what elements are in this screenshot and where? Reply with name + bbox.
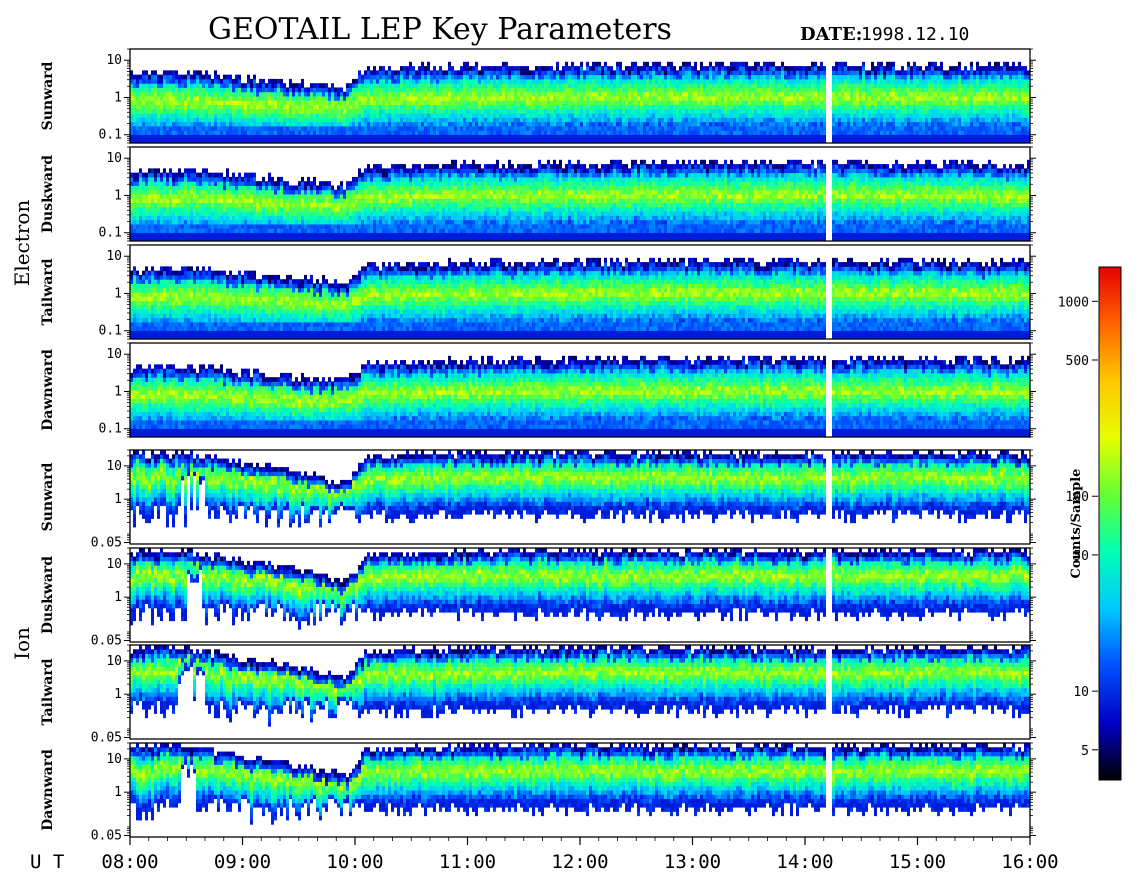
y-tick-label: 0.1 bbox=[99, 226, 122, 241]
colorbar-tick-label: 100 bbox=[1066, 490, 1089, 505]
y-tick-label: 1 bbox=[114, 687, 122, 702]
x-tick-label: 08:00 bbox=[101, 851, 158, 873]
colorbar-tick-label: 10 bbox=[1073, 685, 1089, 700]
colorbar-tick-label: 1000 bbox=[1058, 295, 1089, 310]
panel-electron-duskward: 10 1 0.1 Duskward bbox=[40, 146, 1036, 242]
colorbar-label: Counts/Sample bbox=[1069, 469, 1084, 579]
y-tick-label: 0.1 bbox=[99, 422, 122, 437]
x-tick-label: 16:00 bbox=[1001, 851, 1058, 873]
y-tick-label: 1 bbox=[114, 590, 122, 605]
x-tick-label: 10:00 bbox=[326, 851, 383, 873]
chart-title: GEOTAIL LEP Key Parameters bbox=[208, 12, 672, 47]
y-tick-label: 0.05 bbox=[91, 535, 122, 550]
panel-ion-dawnward: 10 1 0.05 Dawnward bbox=[40, 742, 1036, 843]
x-axis: U T 08:00 09:00 10:00 11:00 12:00 13:00 14:00 15… bbox=[30, 837, 1059, 873]
y-tick-label: 1 bbox=[114, 492, 122, 507]
panel-ion-sunward: 10 1 0.05 Sunward bbox=[40, 449, 1036, 550]
panel-ion-duskward: 10 1 0.05 Duskward bbox=[40, 547, 1036, 648]
panel-direction-label: Duskward bbox=[40, 155, 56, 233]
y-tick-label: 0.1 bbox=[99, 128, 122, 143]
x-tick-label: 09:00 bbox=[214, 851, 271, 873]
panel-electron-dawnward: 10 1 0.1 Dawnward bbox=[40, 342, 1036, 438]
x-tick-label: 12:00 bbox=[551, 851, 608, 873]
y-tick-label: 0.1 bbox=[99, 324, 122, 339]
species-label: Ion bbox=[10, 627, 34, 660]
date-label: DATE: bbox=[800, 24, 862, 45]
y-tick-label: 1 bbox=[114, 188, 122, 203]
y-tick-label: 0.05 bbox=[91, 730, 122, 745]
y-tick-label: 1 bbox=[114, 384, 122, 399]
panel-electron-sunward: 10 1 0.1 Sunward bbox=[40, 48, 1036, 144]
panel-direction-label: Sunward bbox=[40, 61, 56, 130]
y-tick-label: 10 bbox=[106, 249, 122, 264]
x-tick-label: 11:00 bbox=[439, 851, 496, 873]
panel-direction-label: Dawnward bbox=[40, 349, 56, 431]
colorbar-tick-label: 500 bbox=[1066, 354, 1089, 369]
colorbar-gradient bbox=[1098, 266, 1122, 781]
colorbar: 1000 500 100 50 10 5 Counts/Sample bbox=[1058, 266, 1122, 781]
panel-direction-label: Sunward bbox=[40, 462, 56, 531]
y-tick-label: 0.05 bbox=[91, 828, 122, 843]
date-value: 1998.12.10 bbox=[861, 24, 969, 45]
x-tick-label: 14:00 bbox=[776, 851, 833, 873]
y-tick-label: 1 bbox=[114, 286, 122, 301]
colorbar-tick-label: 5 bbox=[1081, 744, 1089, 759]
species-label: Electron bbox=[10, 200, 34, 287]
panel-group: 10 1 0.1 Sunward 10 1 0.1 Duskward 10 1 0.1 Tailwar… bbox=[10, 48, 1036, 843]
y-tick-label: 10 bbox=[106, 752, 122, 767]
y-tick-label: 10 bbox=[106, 459, 122, 474]
panel-electron-tailward: 10 1 0.1 Tailward bbox=[40, 244, 1036, 340]
y-tick-label: 10 bbox=[106, 347, 122, 362]
panel-direction-label: Duskward bbox=[40, 556, 56, 634]
y-tick-label: 10 bbox=[106, 53, 122, 68]
x-tick-label: 15:00 bbox=[889, 851, 946, 873]
y-tick-label: 1 bbox=[114, 785, 122, 800]
x-axis-prefix: U T bbox=[30, 851, 64, 873]
y-tick-label: 10 bbox=[106, 557, 122, 572]
panel-direction-label: Tailward bbox=[40, 658, 56, 725]
colorbar-tick-label: 50 bbox=[1073, 549, 1089, 564]
panel-direction-label: Dawnward bbox=[40, 749, 56, 831]
y-tick-label: 10 bbox=[106, 151, 122, 166]
y-tick-label: 10 bbox=[106, 654, 122, 669]
panel-ion-tailward: 10 1 0.05 Tailward bbox=[40, 644, 1036, 745]
y-tick-label: 0.05 bbox=[91, 633, 122, 648]
x-tick-label: 13:00 bbox=[664, 851, 721, 873]
y-tick-label: 1 bbox=[114, 90, 122, 105]
panel-direction-label: Tailward bbox=[40, 258, 56, 325]
